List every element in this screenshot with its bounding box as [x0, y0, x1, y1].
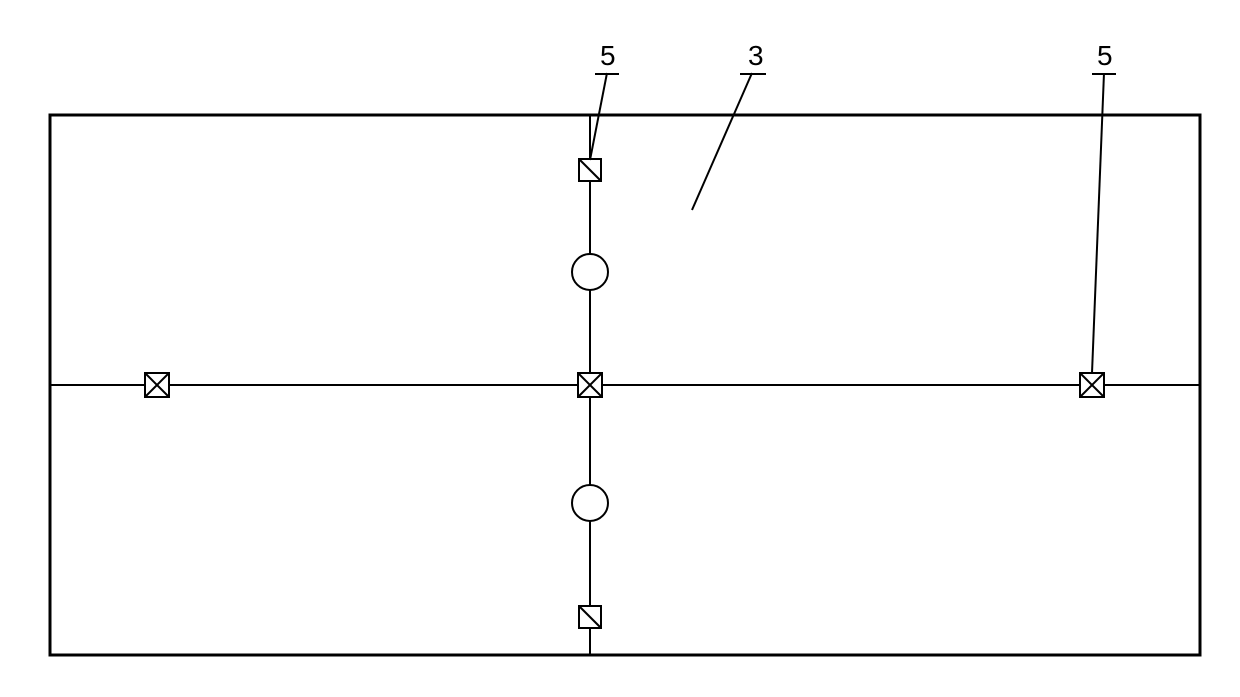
callout-underline	[1092, 73, 1116, 75]
diagram-svg	[0, 0, 1240, 697]
callout-label-5: 5	[600, 40, 616, 72]
callout-underline	[595, 73, 619, 75]
callout-label-5: 5	[1097, 40, 1113, 72]
technical-diagram: 5 3 5	[0, 0, 1240, 697]
callout-label-3: 3	[748, 40, 764, 72]
callout-underline	[740, 73, 766, 75]
